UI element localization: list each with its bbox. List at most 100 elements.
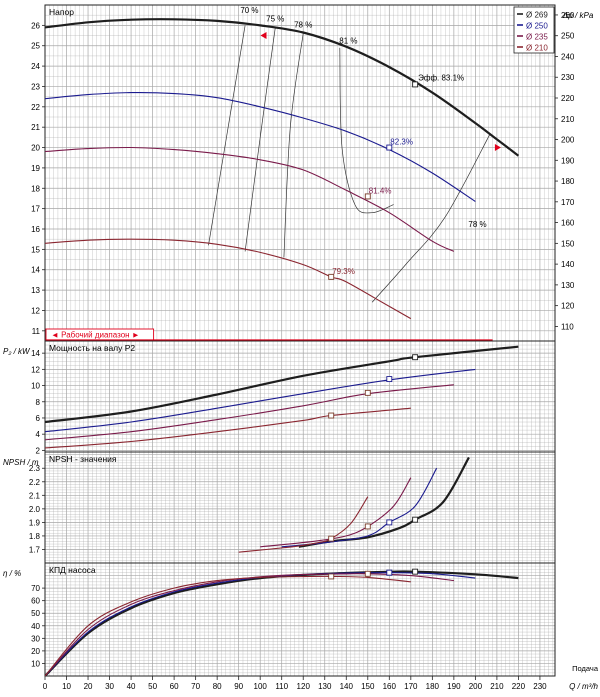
y-tick-label-right: 150 (561, 239, 575, 248)
y-tick-label-right: 210 (561, 115, 575, 124)
head-title: Напор (49, 7, 74, 17)
iso-efficiency-line (339, 47, 394, 214)
duty-point-label: 82.3% (390, 138, 413, 147)
duty-point-marker (412, 568, 419, 575)
eff-frame (44, 562, 556, 677)
npsh-title: NPSH - значения (49, 454, 117, 464)
iso-efficiency-line (244, 27, 276, 252)
x-tick-label: 150 (361, 682, 375, 691)
y-tick-label: 40 (31, 622, 40, 631)
iso-efficiency-label: 70 % (240, 6, 258, 15)
series-curve-250 (45, 368, 476, 433)
iso-efficiency-label: 81 % (339, 37, 357, 46)
series-curve-235 (260, 477, 412, 548)
y-tick-label-right: 180 (561, 177, 575, 186)
npsh-y-ticks: 1.7 1.8 1.9 2.0 2.1 2.2 2.3 (29, 464, 45, 554)
duty-point-label: 79.3% (332, 267, 355, 276)
duty-point-marker (412, 81, 419, 88)
y-tick-label: 26 (31, 21, 40, 30)
power-title: Мощность на валу P2 (49, 343, 135, 353)
x-tick-label: 170 (404, 682, 418, 691)
y-tick-label: 22 (31, 103, 40, 112)
x-tick-label: 180 (426, 682, 440, 691)
x-tick-label: 90 (234, 682, 243, 691)
working-range-label: ◄ Рабочий диапазон ► (51, 331, 140, 340)
y-tick-label: 1.7 (29, 545, 41, 554)
y-tick-label: 2 (36, 446, 41, 455)
duty-point-marker (412, 354, 419, 361)
eff-curves (45, 570, 519, 676)
y-tick-label: 10 (31, 382, 40, 391)
iso-efficiency-line (371, 133, 491, 303)
x-tick-label: 140 (340, 682, 354, 691)
duty-point-marker (364, 389, 371, 396)
y-tick-label: 19 (31, 164, 40, 173)
duty-point-marker (364, 570, 371, 577)
y-tick-label: 21 (31, 123, 40, 132)
y-tick-label-right: 130 (561, 281, 575, 290)
y-tick-label: 18 (31, 184, 40, 193)
iso-efficiency-label: 78 % (468, 220, 486, 229)
x-tick-label: 30 (105, 682, 114, 691)
power-curves (45, 345, 519, 449)
y-tick-label-right: 140 (561, 260, 575, 269)
series-curve-250 (281, 467, 438, 548)
series-curve-235 (45, 146, 455, 252)
x-axis-extra-label: Подача (572, 664, 599, 673)
x-tick-label: 160 (383, 682, 397, 691)
y-tick-label: 17 (31, 205, 40, 214)
y-tick-label: 14 (31, 349, 40, 358)
head-y-ticks: 11 12 13 14 15 16 17 18 19 20 21 22 23 24 25 26 (31, 21, 45, 336)
x-tick-label: 130 (318, 682, 332, 691)
x-tick-label: 0 (43, 682, 48, 691)
x-tick-label: 100 (254, 682, 268, 691)
x-tick-label: 50 (148, 682, 157, 691)
legend-label: Ø 235 (526, 33, 548, 42)
y-tick-label: 23 (31, 82, 40, 91)
y-tick-label-right: 160 (561, 219, 575, 228)
y-tick-label: 2.0 (29, 505, 41, 514)
y-tick-label-right: 190 (561, 156, 575, 165)
x-tick-label: 80 (213, 682, 222, 691)
x-tick-label: 60 (170, 682, 179, 691)
legend-label: Ø 250 (526, 22, 548, 31)
iso-efficiency-line (208, 25, 246, 246)
duty-point-marker (328, 535, 335, 542)
y-tick-label-right: 170 (561, 198, 575, 207)
x-axis: 0 10 20 30 40 50 60 70 80 90 100 110 120 130 140 150 160… (43, 664, 599, 691)
y-tick-label: 13 (31, 286, 40, 295)
power-ylabel: P₂ / kW (3, 347, 31, 356)
npsh-panel: NPSH - значения 1.7 1.8 1.9 2.0 2.1 2.2 2.3NPSH… (3, 451, 556, 564)
duty-point-marker (328, 273, 335, 280)
working-range-end-marker (494, 144, 501, 152)
series-curve-210 (45, 575, 411, 676)
x-tick-label: 230 (533, 682, 547, 691)
duty-point-marker (328, 573, 335, 580)
y-tick-label: 20 (31, 144, 40, 153)
x-tick-label: 110 (275, 682, 288, 691)
series-curve-269 (45, 18, 520, 157)
iso-efficiency-line (283, 33, 304, 258)
duty-point-marker (412, 516, 419, 523)
x-tick-label: 220 (512, 682, 526, 691)
head-curves (45, 18, 520, 320)
eff-grid (44, 562, 555, 677)
y-tick-label: 14 (31, 266, 40, 275)
y-tick-label-right: 110 (561, 322, 574, 331)
x-tick-label: 200 (469, 682, 483, 691)
legend: Ø 269 Ø 250 Ø 235 Ø 210 (513, 6, 555, 54)
eff-ylabel: η / % (3, 569, 21, 578)
y-tick-label: 70 (31, 584, 40, 593)
x-tick-label: 120 (297, 682, 311, 691)
y-tick-label: 20 (31, 647, 40, 656)
duty-point-marker (386, 376, 393, 383)
y-tick-label: 60 (31, 597, 40, 606)
series-curve-250 (45, 91, 476, 202)
duty-efficiency-label: Эфф. 83.1% (418, 73, 464, 82)
y-tick-label: 16 (31, 225, 40, 234)
legend-label: Ø 269 (526, 11, 548, 20)
power-frame (44, 340, 556, 453)
x-tick-label: 10 (62, 682, 71, 691)
